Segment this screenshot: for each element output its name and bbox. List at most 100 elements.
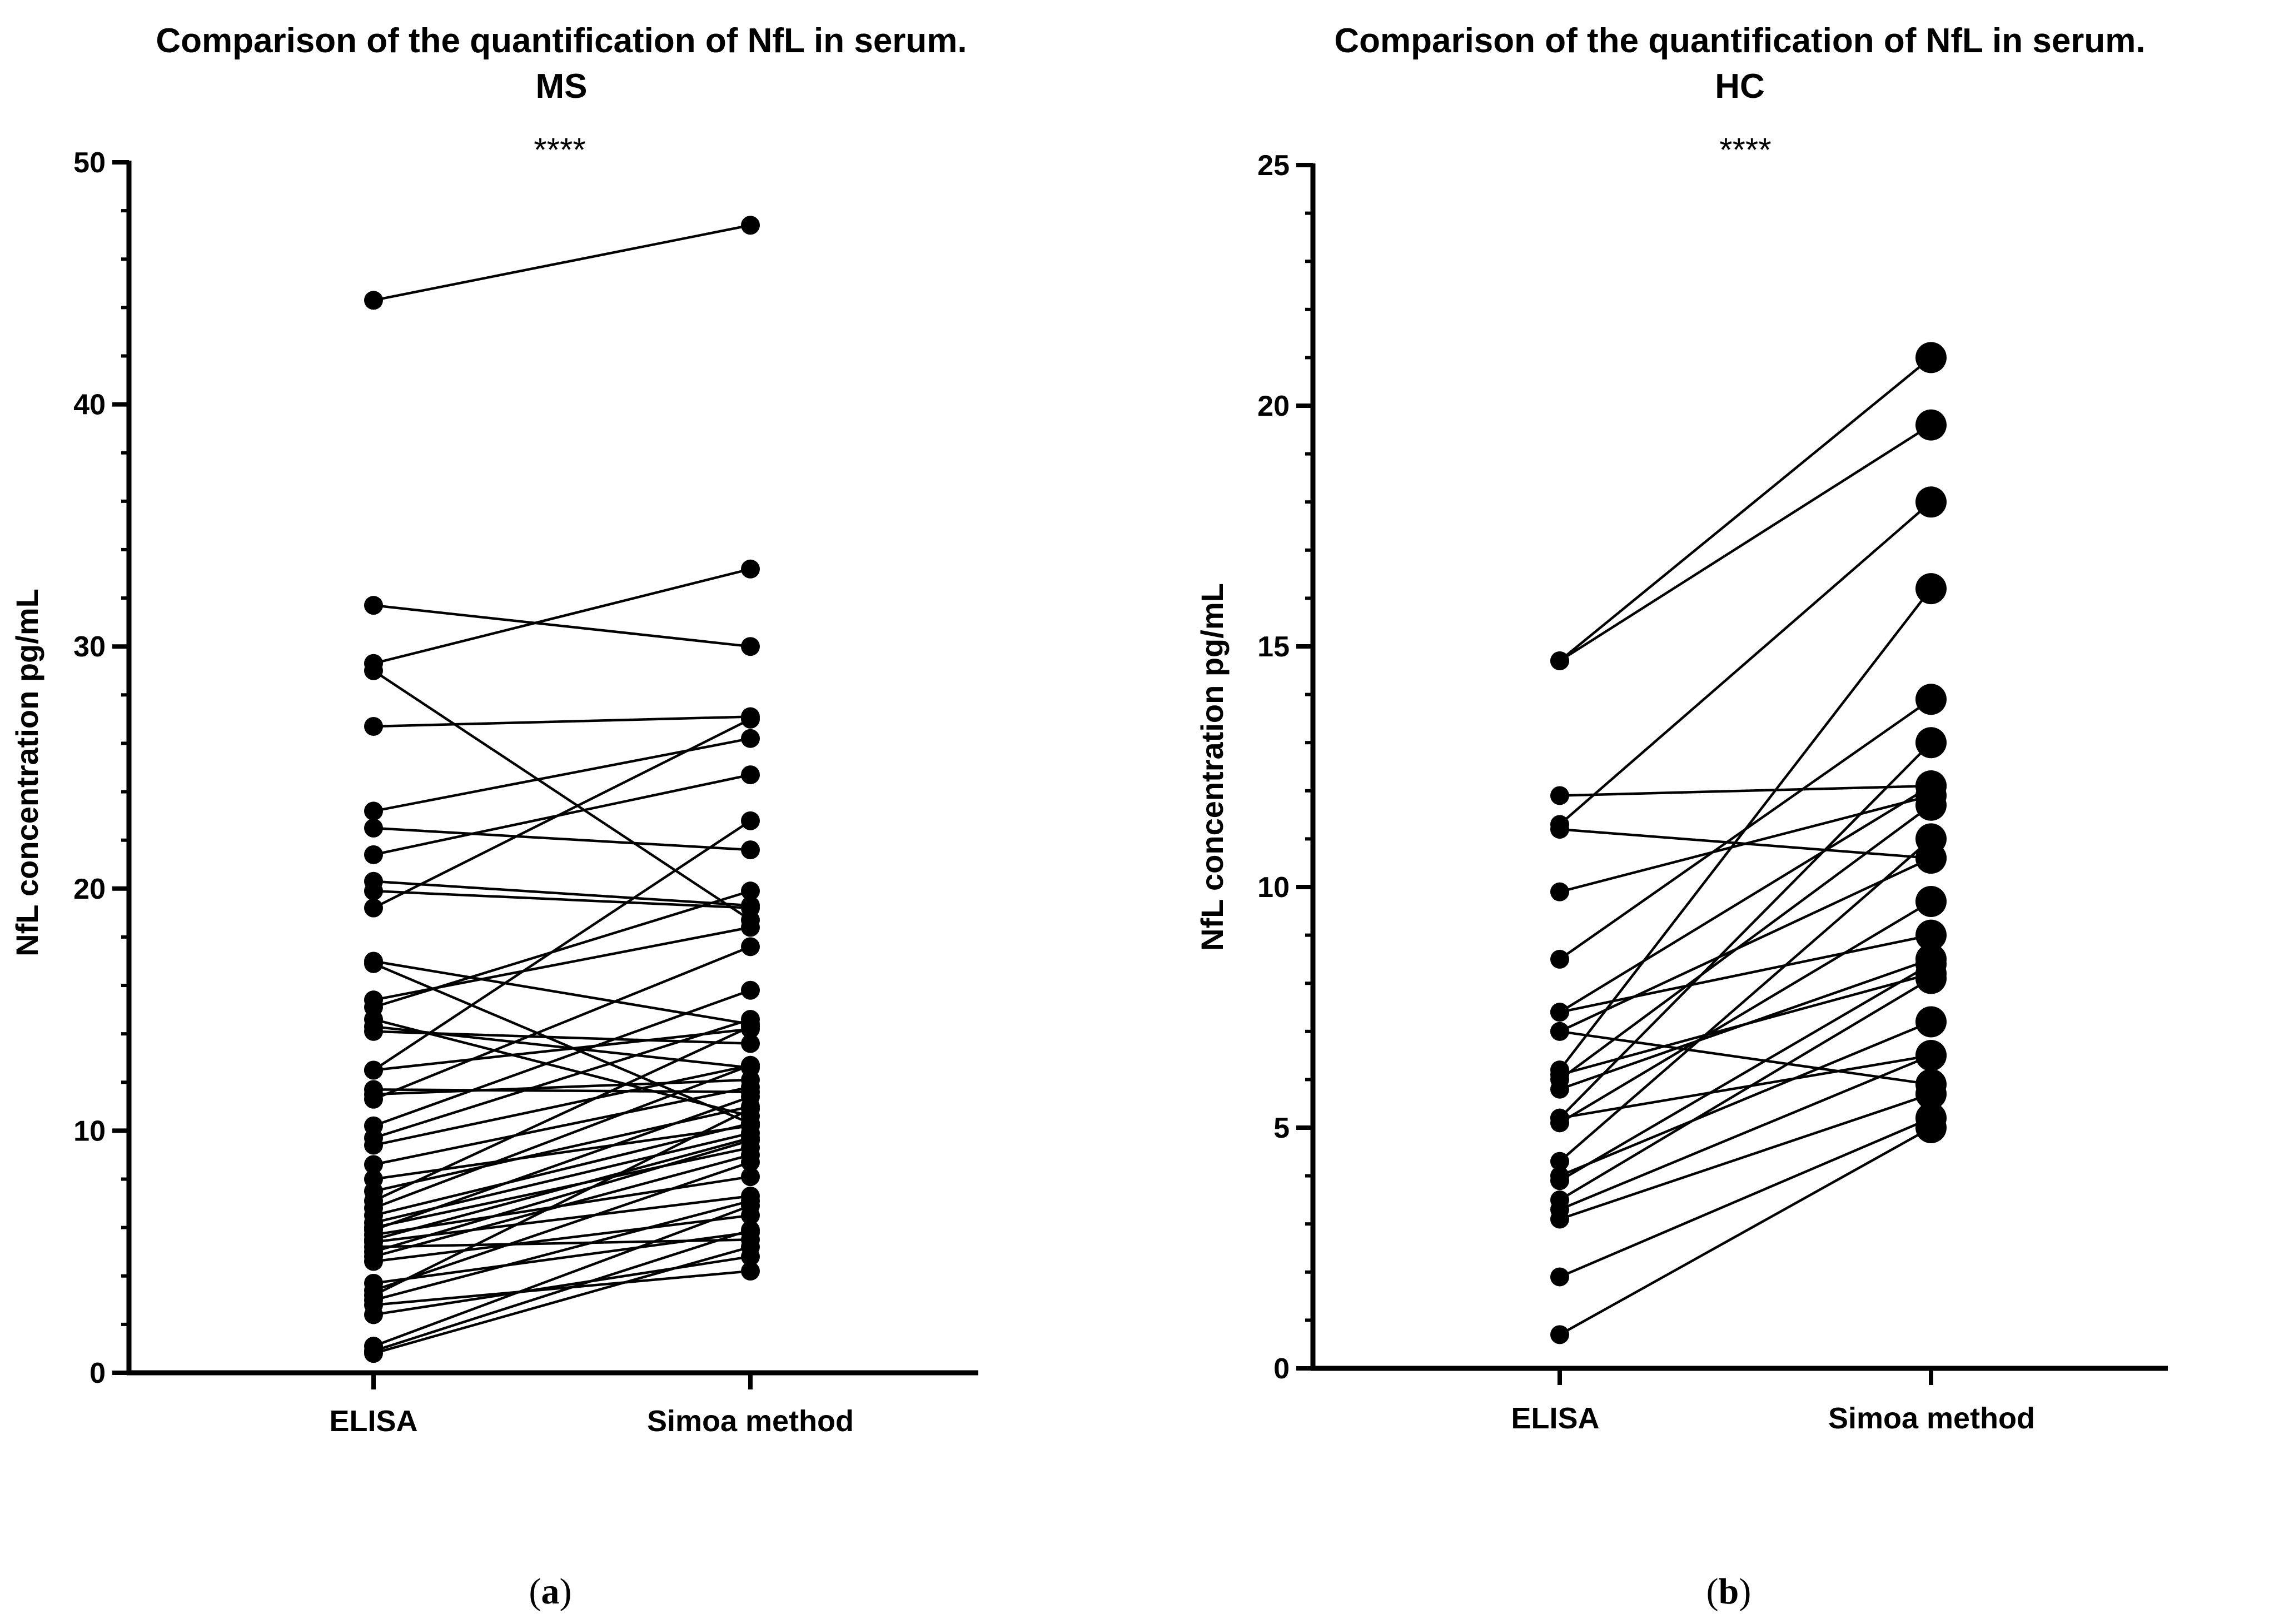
data-point-simoa [1915, 727, 1947, 759]
data-point-elisa [1550, 1152, 1569, 1171]
data-point-simoa [1915, 823, 1947, 855]
data-point-simoa [1915, 1078, 1947, 1110]
y-tick-label: 10 [1257, 871, 1290, 904]
data-point-elisa [364, 845, 383, 864]
pair-line [373, 1214, 751, 1263]
data-point-elisa [364, 881, 383, 901]
pair-line [373, 604, 751, 648]
y-tick-label: 25 [1257, 150, 1290, 182]
pair-line [1559, 934, 1932, 1014]
data-point-simoa [741, 1017, 760, 1037]
y-tick-label: 0 [1273, 1353, 1290, 1385]
data-point-elisa [364, 1089, 383, 1109]
pair-line [373, 1231, 751, 1285]
pair-line [373, 1137, 751, 1241]
data-point-simoa [741, 1099, 760, 1119]
data-point-elisa [1550, 1209, 1569, 1229]
pair-line [372, 819, 752, 1072]
data-point-elisa [1550, 1079, 1569, 1099]
pair-line [373, 890, 751, 1009]
data-point-simoa [741, 811, 760, 830]
data-point-simoa [741, 1055, 760, 1075]
data-point-simoa [741, 1220, 760, 1239]
pair-line [1559, 356, 1932, 662]
data-point-simoa [741, 1034, 760, 1053]
pair-line [373, 1255, 751, 1316]
pair-line [1559, 784, 1932, 797]
data-point-simoa [741, 709, 760, 729]
significance-label: **** [1719, 131, 1771, 168]
data-point-elisa [364, 1155, 383, 1174]
data-point-elisa [1550, 1108, 1569, 1128]
data-point-elisa [1550, 1325, 1569, 1344]
pair-line [373, 1269, 751, 1307]
pair-line [1559, 1117, 1932, 1278]
data-point-elisa [364, 898, 383, 918]
y-tick-label: 50 [73, 147, 106, 179]
data-point-simoa [1915, 919, 1947, 951]
data-point-elisa [364, 1344, 383, 1363]
pair-line [373, 1139, 751, 1253]
chart-panel-ms: Comparison of the quantification of NfL … [9, 22, 978, 1612]
pair-line [373, 1108, 751, 1297]
data-point-elisa [364, 1305, 383, 1324]
significance-label: **** [534, 131, 585, 168]
pair-line [1559, 587, 1932, 1071]
data-point-simoa [741, 765, 760, 785]
pair-line [1559, 804, 1932, 1081]
pair-line [373, 889, 751, 909]
data-point-simoa [741, 1237, 760, 1257]
pair-line [1559, 424, 1932, 662]
pair-line [373, 1228, 751, 1352]
y-tick-label: 40 [73, 389, 106, 421]
data-point-elisa [364, 818, 383, 838]
data-point-elisa [1550, 1003, 1569, 1022]
data-point-elisa [1550, 949, 1569, 969]
data-point-elisa [1550, 1171, 1569, 1190]
data-point-simoa [741, 637, 760, 656]
data-point-simoa [1915, 963, 1947, 994]
data-point-simoa [741, 729, 760, 748]
pair-line [1559, 501, 1932, 826]
data-point-elisa [1550, 786, 1569, 805]
data-point-elisa [364, 661, 383, 680]
pair-line [373, 1064, 751, 1209]
data-point-elisa [364, 801, 383, 821]
pair-line [373, 567, 751, 665]
pair-line [1559, 1127, 1932, 1336]
pair-line [373, 945, 751, 1100]
pair-line [372, 669, 752, 921]
data-point-simoa [741, 881, 760, 901]
chart-panel-hc: Comparison of the quantification of NfL … [1195, 22, 2168, 1612]
pair-line [373, 715, 751, 728]
y-axis-label: NfL concentration pg/mL [1195, 583, 1230, 951]
pair-line [373, 1105, 751, 1193]
data-point-simoa [741, 216, 760, 235]
pair-line [372, 718, 752, 909]
pair-line [1559, 958, 1932, 1090]
pair-line [373, 1204, 751, 1348]
pair-line [1559, 977, 1932, 1201]
pair-line [373, 989, 751, 1127]
chart-marks: 0 10 20 30 40 50 [73, 147, 978, 1389]
x-category-label-simoa: Simoa method [647, 1404, 854, 1438]
pair-line [373, 1018, 751, 1139]
data-point-simoa [1915, 789, 1947, 821]
y-tick-label: 15 [1257, 631, 1290, 663]
data-point-elisa [1550, 1267, 1569, 1287]
data-point-elisa [364, 1060, 383, 1080]
data-point-elisa [364, 596, 383, 615]
panel-letter-a: a [541, 1571, 560, 1612]
y-tick-label: 10 [73, 1115, 106, 1147]
pair-line [373, 1246, 751, 1355]
data-point-simoa [741, 1196, 760, 1215]
pair-line [373, 1025, 751, 1202]
pair-line [1559, 1054, 1932, 1119]
data-point-simoa [1915, 573, 1947, 605]
y-tick-label: 0 [89, 1357, 106, 1389]
chart-subtitle: MS [536, 67, 588, 106]
y-tick-label: 5 [1273, 1112, 1290, 1144]
chart-marks: 0 5 10 15 20 25 [1257, 150, 2168, 1385]
pair-line [1559, 785, 1932, 1014]
data-point-simoa [1915, 1112, 1947, 1143]
